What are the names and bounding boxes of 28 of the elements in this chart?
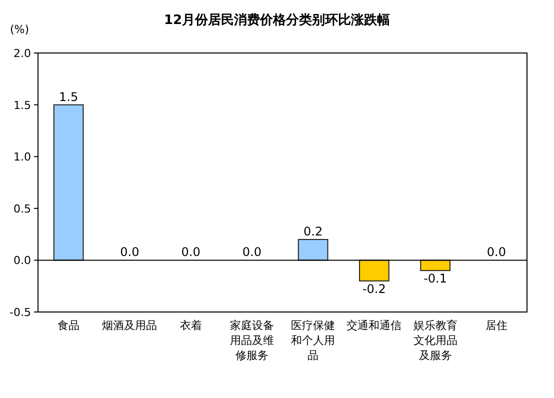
chart-title: 12月份居民消费价格分类别环比涨跌幅	[164, 13, 390, 28]
y-tick-label: 1.5	[14, 98, 31, 112]
y-tick-label: 2.0	[14, 47, 31, 60]
x-tick-label: 医疗保健和个人用品	[291, 319, 336, 362]
bar	[359, 260, 390, 282]
x-tick-label: 娱乐教育文化用品及服务	[413, 319, 458, 362]
y-tick-label: 1.0	[14, 150, 31, 164]
data-label: 1.5	[59, 90, 78, 104]
bar	[298, 238, 328, 261]
data-label: -0.1	[424, 272, 448, 286]
data-label: 0.0	[486, 245, 506, 260]
y-tick-label: 0.0	[14, 254, 31, 268]
x-tick-label: 食品	[58, 319, 80, 332]
bar	[53, 104, 84, 261]
data-label: 0.0	[120, 245, 140, 260]
data-label: 0.2	[304, 224, 323, 238]
data-label: -0.2	[362, 282, 386, 296]
x-tick-label: 衣着	[180, 319, 202, 332]
data-label: 0.0	[242, 245, 262, 260]
bar	[420, 260, 450, 272]
y-tick-label: 0.5	[14, 202, 31, 216]
x-tick-label: 家庭设备用品及维修服务	[230, 319, 274, 362]
x-tick-label: 烟酒及用品	[102, 319, 158, 332]
y-axis-title: (%)	[10, 23, 30, 36]
x-tick-label: 交通和通信	[346, 319, 402, 332]
x-tick-label: 居住	[485, 319, 508, 332]
y-tick-label: -0.5	[10, 306, 31, 319]
data-label: 0.0	[181, 245, 200, 260]
